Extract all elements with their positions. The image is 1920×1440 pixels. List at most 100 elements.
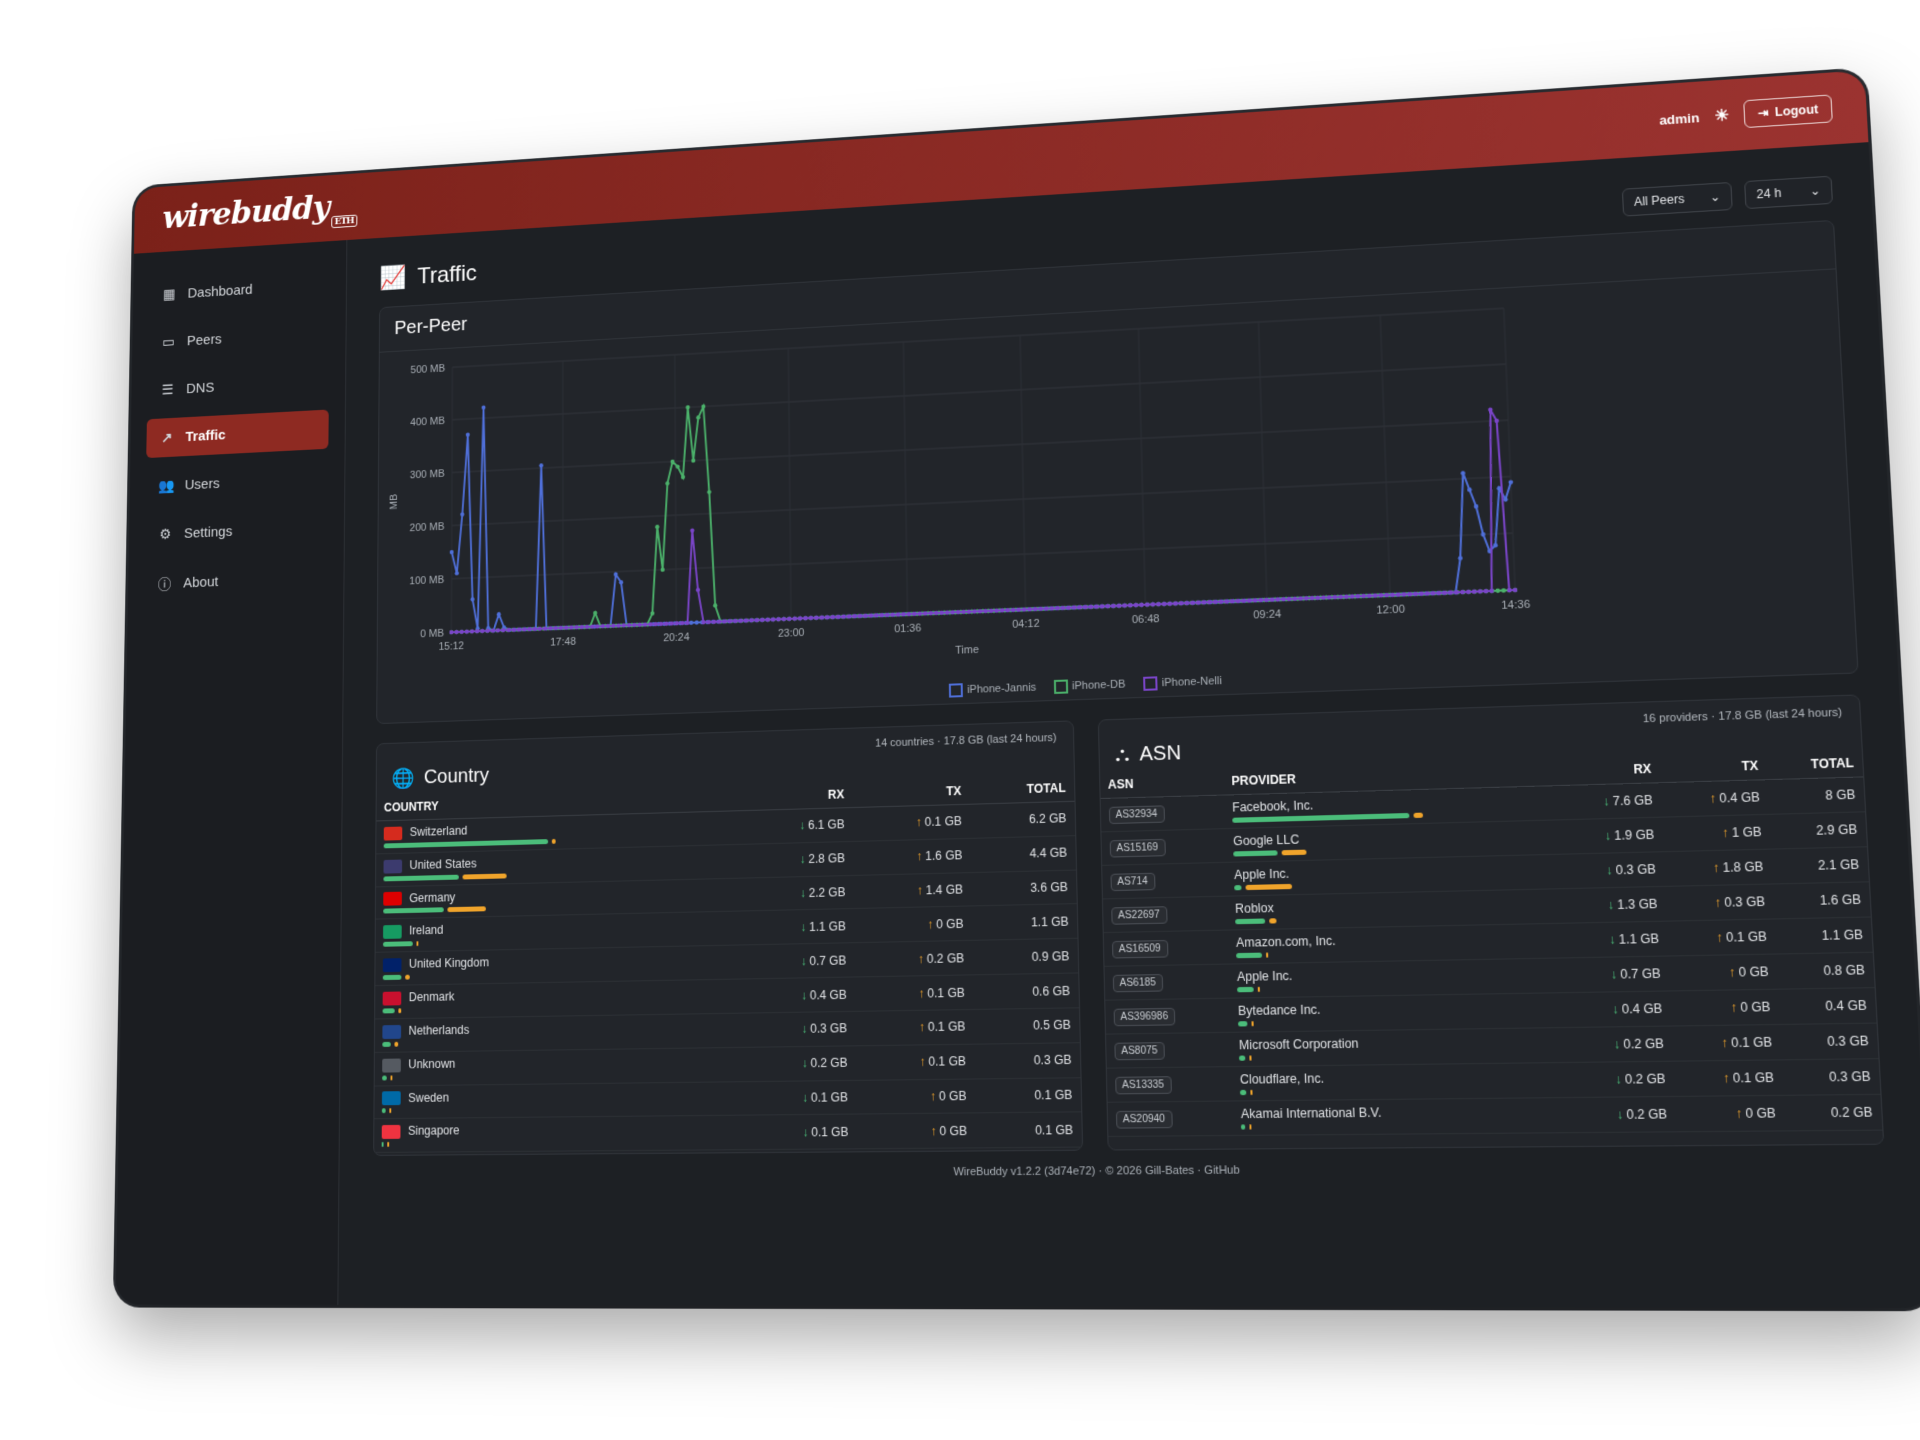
- arrow-down-icon: ↓: [800, 852, 806, 866]
- traffic-line-chart: 0 MB100 MB200 MB300 MB400 MB500 MB15:12 1…: [377, 287, 1538, 692]
- range-select[interactable]: 24 h ⌄: [1744, 175, 1833, 208]
- country-cell: Singapore: [374, 1116, 739, 1153]
- rx-value: ↓ 0.2 GB: [1565, 1026, 1674, 1062]
- github-link[interactable]: GitHub: [1204, 1164, 1240, 1177]
- arrow-up-icon: ↑: [1728, 965, 1735, 980]
- x-tick-label: 01:36: [894, 623, 921, 635]
- network-icon: ⛬: [1115, 744, 1130, 768]
- column-header[interactable]: RX: [736, 781, 852, 811]
- traffic-share-bar: [383, 1003, 731, 1014]
- y-tick-label: 100 MB: [409, 575, 444, 587]
- column-header[interactable]: TOTAL: [969, 775, 1074, 805]
- rx-share-bar: [1241, 1124, 1245, 1129]
- column-header[interactable]: RX: [1554, 755, 1661, 786]
- arrow-up-icon: ↑: [1730, 1000, 1737, 1015]
- rx-value: ↓ 0.2 GB: [738, 1046, 855, 1082]
- data-point: [455, 630, 459, 634]
- rx-share-bar: [383, 942, 413, 948]
- x-tick-label: 17:48: [550, 637, 576, 649]
- rx-share-bar: [1235, 918, 1265, 924]
- rx-value: ↓ 0.4 GB: [738, 977, 855, 1013]
- tx-share-bar: [398, 1008, 401, 1013]
- peer-select[interactable]: All Peers ⌄: [1622, 181, 1733, 216]
- provider-name: Microsoft Corporation: [1239, 1033, 1557, 1052]
- traffic-share-bar: [1240, 1086, 1559, 1095]
- tx-value: ↑ 0.1 GB: [855, 1044, 974, 1080]
- arrow-up-icon: ↑: [1716, 930, 1723, 945]
- provider-cell: Microsoft Corporation: [1230, 1028, 1566, 1067]
- data-point: [696, 415, 700, 419]
- traffic-share-bar: [1239, 1051, 1557, 1060]
- arrow-up-icon: ↑: [917, 883, 923, 897]
- sidebar-item-about[interactable]: ⓘ About: [144, 556, 328, 606]
- sidebar-item-users[interactable]: 👥 Users: [145, 458, 328, 506]
- flag-icon: [383, 958, 402, 972]
- total-value: 2.9 GB: [1769, 812, 1866, 849]
- app-logo[interactable]: wirebuddy ETH: [162, 187, 357, 238]
- asn-badge: AS22697: [1111, 906, 1168, 925]
- y-tick-label: 400 MB: [410, 416, 445, 429]
- arrow-down-icon: ↓: [1615, 1072, 1622, 1087]
- arrow-down-icon: ↓: [799, 819, 805, 833]
- arrow-down-icon: ↓: [1604, 828, 1611, 843]
- tx-share-bar: [391, 1075, 393, 1080]
- app-window: wirebuddy ETH admin ☀ ⇥ Logout ▦ Dashboard…: [116, 70, 1920, 1308]
- rx-share-bar: [383, 975, 401, 980]
- total-value: 2.1 GB: [1771, 847, 1869, 884]
- sidebar-item-dashboard[interactable]: ▦ Dashboard: [149, 265, 330, 315]
- tx-value: ↑ 0.1 GB: [855, 1009, 974, 1045]
- traffic-share-bar: [382, 1071, 731, 1080]
- rx-share-bar: [382, 1042, 390, 1047]
- country-name: Netherlands: [409, 1023, 470, 1038]
- arrow-up-icon: ↑: [1709, 791, 1716, 806]
- total-value: 0.8 GB: [1777, 952, 1875, 989]
- tx-value: ↑ 0.1 GB: [854, 975, 973, 1011]
- traffic-share-bar: [1238, 1017, 1556, 1027]
- tx-value: ↑ 0.1 GB: [1673, 1060, 1783, 1097]
- column-header[interactable]: TX: [1659, 752, 1767, 783]
- asn-cell: AS15169: [1101, 829, 1226, 866]
- tx-value: ↑ 0.1 GB: [852, 804, 970, 841]
- table-row[interactable]: AS20940 Akamai International B.V. ↓ 0.2 GB ↑…: [1107, 1094, 1882, 1136]
- asn-summary: 16 providers · 17.8 GB (last 24 hours): [1642, 707, 1842, 726]
- tx-share-bar: [1269, 918, 1277, 923]
- flag-icon: [383, 925, 402, 939]
- tx-value: ↑ 0.4 GB: [1661, 780, 1770, 817]
- rx-value: ↓ 0.7 GB: [738, 943, 855, 979]
- arrow-up-icon: ↑: [919, 1020, 925, 1034]
- theme-toggle-icon[interactable]: ☀: [1714, 105, 1730, 126]
- asn-cell: AS20940: [1107, 1101, 1233, 1137]
- tx-share-bar: [1249, 1055, 1251, 1060]
- flag-icon: [382, 1125, 401, 1139]
- x-axis-label: Time: [955, 645, 979, 657]
- tx-value: ↑ 0 GB: [853, 906, 971, 943]
- sidebar-item-peers[interactable]: ▭ Peers: [148, 313, 330, 362]
- rx-share-bar: [382, 1075, 387, 1080]
- logout-button[interactable]: ⇥ Logout: [1743, 94, 1832, 128]
- sidebar-item-traffic[interactable]: ↗ Traffic: [146, 410, 328, 459]
- column-header[interactable]: ASN: [1100, 768, 1224, 798]
- data-point: [449, 630, 453, 634]
- country-name: Sweden: [408, 1090, 449, 1104]
- asn-badge: AS8075: [1114, 1042, 1165, 1060]
- sidebar-item-dns[interactable]: ☰ DNS: [147, 361, 329, 410]
- column-header[interactable]: TOTAL: [1766, 749, 1863, 780]
- column-header[interactable]: TX: [852, 778, 970, 808]
- data-point: [695, 620, 699, 624]
- tx-share-bar: [1246, 884, 1293, 890]
- asn-cell: AS8075: [1106, 1032, 1232, 1068]
- rx-share-bar: [1234, 850, 1279, 856]
- asn-badge: AS13335: [1115, 1076, 1172, 1094]
- sidebar-item-settings[interactable]: ⚙ Settings: [145, 507, 328, 555]
- tx-share-bar: [1282, 850, 1306, 856]
- arrow-up-icon: ↑: [918, 952, 924, 966]
- y-gridline: [452, 364, 1506, 420]
- series-line-iphone-db: [451, 364, 1515, 632]
- tx-share-bar: [1267, 952, 1269, 957]
- table-row[interactable]: Singapore ↓ 0.1 GB ↑ 0 GB 0.1 GB: [374, 1112, 1081, 1152]
- traffic-share-bar: [382, 1037, 730, 1047]
- provider-cell: Akamai International B.V.: [1232, 1098, 1569, 1136]
- x-tick-label: 20:24: [663, 632, 689, 644]
- data-point: [455, 571, 459, 575]
- rx-value: ↓ 2.2 GB: [737, 875, 853, 911]
